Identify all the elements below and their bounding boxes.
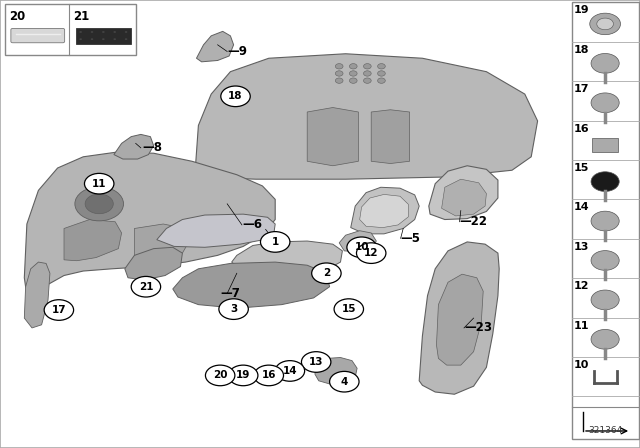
Circle shape (221, 86, 250, 107)
Polygon shape (436, 274, 483, 365)
Text: 14: 14 (283, 366, 297, 376)
Text: 20: 20 (213, 370, 227, 380)
Circle shape (113, 31, 116, 33)
Circle shape (378, 78, 385, 83)
Circle shape (125, 38, 127, 40)
Text: —8: —8 (143, 141, 163, 155)
Circle shape (131, 276, 161, 297)
Text: 14: 14 (574, 202, 589, 212)
Text: 21: 21 (139, 282, 153, 292)
Circle shape (113, 38, 116, 40)
Text: 10: 10 (355, 242, 369, 252)
Polygon shape (64, 220, 122, 261)
Text: 19: 19 (574, 5, 589, 15)
Circle shape (91, 31, 93, 33)
Circle shape (364, 71, 371, 76)
Polygon shape (351, 187, 419, 234)
Polygon shape (315, 358, 357, 384)
Text: 21: 21 (73, 10, 89, 23)
Text: 13: 13 (309, 357, 323, 367)
Circle shape (219, 299, 248, 319)
Polygon shape (360, 194, 408, 228)
Text: 11: 11 (92, 179, 106, 189)
Text: —23: —23 (464, 321, 492, 335)
Text: 18: 18 (574, 45, 589, 55)
Circle shape (125, 31, 127, 33)
Polygon shape (157, 214, 275, 247)
Circle shape (364, 64, 371, 69)
Text: 321364: 321364 (588, 426, 622, 435)
Circle shape (591, 290, 620, 310)
Circle shape (205, 365, 235, 386)
Text: —9: —9 (227, 45, 247, 58)
Circle shape (591, 53, 620, 73)
Text: 4: 4 (340, 377, 348, 387)
Circle shape (349, 71, 357, 76)
Circle shape (596, 18, 614, 30)
FancyBboxPatch shape (593, 138, 618, 152)
Polygon shape (429, 166, 498, 220)
Polygon shape (173, 262, 330, 308)
Circle shape (275, 361, 305, 381)
Text: 11: 11 (574, 321, 589, 331)
Polygon shape (114, 134, 154, 159)
Circle shape (364, 78, 371, 83)
Circle shape (91, 38, 93, 40)
Polygon shape (24, 262, 50, 328)
Circle shape (591, 211, 620, 231)
Text: 15: 15 (342, 304, 356, 314)
Circle shape (85, 194, 113, 214)
Polygon shape (125, 247, 182, 280)
Circle shape (347, 237, 376, 258)
Text: —6: —6 (242, 218, 262, 232)
Circle shape (228, 365, 258, 386)
Polygon shape (232, 241, 342, 274)
Text: 19: 19 (236, 370, 250, 380)
Polygon shape (339, 231, 376, 252)
Circle shape (75, 187, 124, 221)
Polygon shape (419, 242, 499, 394)
Circle shape (349, 78, 357, 83)
Text: 3: 3 (230, 304, 237, 314)
Text: 20: 20 (9, 10, 25, 23)
Circle shape (330, 371, 359, 392)
Text: —7: —7 (221, 287, 241, 300)
Circle shape (312, 263, 341, 284)
Circle shape (378, 71, 385, 76)
Circle shape (356, 243, 386, 263)
Circle shape (591, 172, 620, 191)
Circle shape (335, 78, 343, 83)
Text: 17: 17 (52, 305, 66, 315)
Text: 12: 12 (574, 281, 589, 291)
Circle shape (591, 250, 620, 270)
Circle shape (79, 31, 82, 33)
Circle shape (590, 13, 621, 34)
Polygon shape (24, 152, 275, 293)
Circle shape (254, 365, 284, 386)
FancyBboxPatch shape (5, 4, 136, 55)
Circle shape (378, 64, 385, 69)
Polygon shape (442, 179, 486, 216)
Circle shape (335, 64, 343, 69)
Text: —5: —5 (401, 232, 420, 245)
Polygon shape (134, 224, 189, 258)
Circle shape (102, 38, 105, 40)
Text: 16: 16 (262, 370, 276, 380)
Text: 12: 12 (364, 248, 378, 258)
Polygon shape (307, 108, 358, 166)
Polygon shape (196, 31, 234, 62)
Circle shape (334, 299, 364, 319)
Circle shape (84, 173, 114, 194)
FancyBboxPatch shape (11, 28, 65, 43)
Circle shape (349, 64, 357, 69)
Text: —22: —22 (460, 215, 488, 228)
FancyBboxPatch shape (572, 2, 639, 439)
Circle shape (79, 38, 82, 40)
FancyBboxPatch shape (76, 27, 131, 43)
Polygon shape (371, 110, 410, 164)
Text: 18: 18 (228, 91, 243, 101)
Text: 17: 17 (574, 84, 589, 94)
Circle shape (260, 232, 290, 252)
Text: 10: 10 (574, 360, 589, 370)
